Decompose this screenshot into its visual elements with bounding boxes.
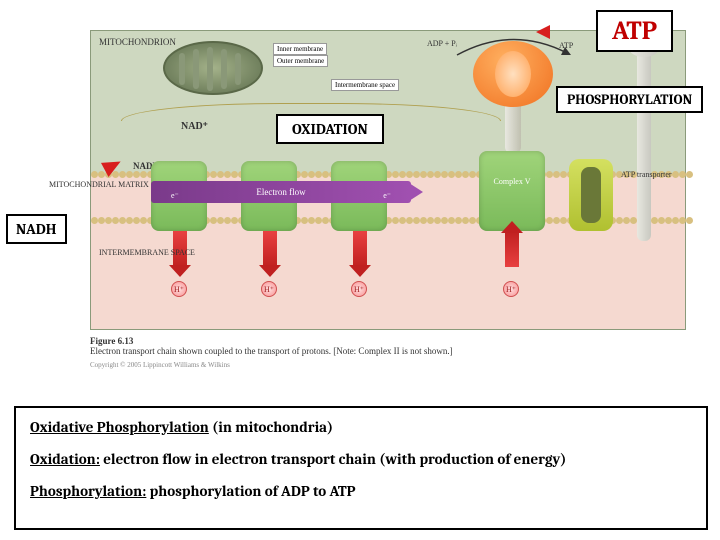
electron-flow-label: Electron flow xyxy=(256,187,305,197)
text-line-3-term: Phosphorylation: xyxy=(30,482,146,500)
text-line-2-term: Oxidation: xyxy=(30,450,100,468)
electron-symbol: e⁻ xyxy=(383,185,391,207)
adp-pi-label: ADP + Pᵢ xyxy=(427,39,457,48)
intermembrane-space-label: INTERMEMBRANE SPACE xyxy=(99,249,195,258)
outer-membrane-label: Outer membrane xyxy=(273,55,328,67)
proton-arrow-4 xyxy=(353,231,367,267)
explanation-text-box: Oxidative Phosphorylation (in mitochondr… xyxy=(14,406,708,530)
caption-title: Figure 6.13 xyxy=(90,336,133,346)
text-line-1-term: Oxidative Phosphorylation xyxy=(30,418,209,436)
text-line-2-rest: electron flow in electron transport chai… xyxy=(100,450,566,468)
crista xyxy=(221,49,227,89)
nadh-box-label: NADH xyxy=(6,214,67,244)
h-plus-ion: H⁺ xyxy=(503,281,519,297)
crista xyxy=(193,49,199,89)
atp-transporter-label: ATP transporter xyxy=(621,171,672,180)
proton-arrow-5 xyxy=(505,231,519,267)
atp-transporter-channel xyxy=(581,167,601,223)
crista xyxy=(179,53,185,85)
caption-text: Electron transport chain shown coupled t… xyxy=(90,346,453,356)
caption-copyright: Copyright © 2005 Lippincott Williams & W… xyxy=(90,361,686,369)
electron-flow-arrowhead xyxy=(409,183,423,201)
electron-flow-bar: e⁻ Electron flow e⁻ xyxy=(151,181,411,203)
mitochondrion-label: MITOCHONDRION xyxy=(99,37,176,47)
mitochondrion-organelle xyxy=(163,41,263,95)
text-line-3: Phosphorylation: phosphorylation of ADP … xyxy=(30,482,692,500)
adp-to-atp-arrow xyxy=(447,35,577,75)
text-line-2: Oxidation: electron flow in electron tra… xyxy=(30,450,692,468)
h-plus-ion: H⁺ xyxy=(171,281,187,297)
electron-symbol: e⁻ xyxy=(171,185,179,207)
atp-small-label: ATP xyxy=(559,41,573,50)
atp-export-tube xyxy=(637,51,651,241)
crista xyxy=(235,53,241,85)
text-line-3-rest: phosphorylation of ADP to ATP xyxy=(146,482,355,500)
figure-caption: Figure 6.13 Electron transport chain sho… xyxy=(90,336,686,369)
diagram-panel: MITOCHONDRION MITOCHONDRIAL MATRIX Inner… xyxy=(90,30,686,330)
text-line-1: Oxidative Phosphorylation (in mitochondr… xyxy=(30,418,692,436)
complex-5-label: Complex V xyxy=(494,177,531,186)
proton-arrow-3 xyxy=(263,231,277,267)
h-plus-ion: H⁺ xyxy=(261,281,277,297)
nad-plus-label: NAD⁺ xyxy=(181,121,208,132)
phosphorylation-box-label: PHOSPHORYLATION xyxy=(556,86,703,113)
crista xyxy=(207,47,213,91)
h-plus-ion: H⁺ xyxy=(351,281,367,297)
red-arrow-to-atp xyxy=(536,24,596,40)
atp-box-label: ATP xyxy=(596,10,673,52)
oxidation-box-label: OXIDATION xyxy=(276,114,384,144)
intermembrane-label-top: Intermembrane space xyxy=(331,79,399,91)
complex-5: Complex V xyxy=(479,151,545,231)
text-line-1-rest: (in mitochondria) xyxy=(209,418,333,436)
inner-membrane-label: Inner membrane xyxy=(273,43,327,55)
